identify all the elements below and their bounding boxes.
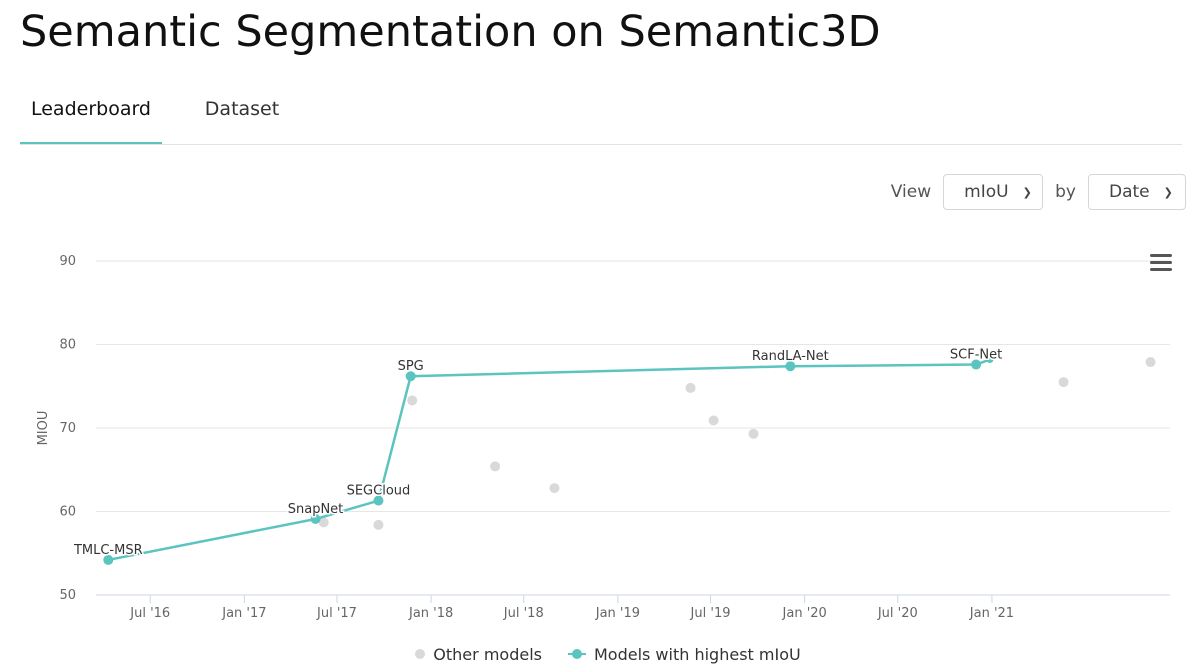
best-model-label: SEGCloud (347, 484, 411, 499)
legend-item-best[interactable]: Models with highest mIoU (567, 644, 801, 664)
chevron-down-icon: ❯ (1022, 185, 1032, 199)
y-tick-label: 90 (59, 254, 76, 269)
other-model-point (318, 517, 329, 528)
y-tick-label: 60 (59, 505, 76, 520)
best-model-label: SPG (398, 359, 424, 374)
x-tick-label: Jul '17 (316, 606, 357, 621)
best-model-point (986, 356, 994, 364)
hamburger-menu-icon[interactable] (1150, 254, 1172, 272)
tab-dataset[interactable]: Dataset (204, 98, 280, 120)
best-model-point (310, 514, 321, 525)
legend-label-other: Other models (433, 644, 542, 664)
x-tick-label: Jul '16 (129, 606, 170, 621)
best-model-point (785, 361, 796, 372)
chart-legend: Other models Models with highest mIoU (0, 642, 1196, 666)
other-model-point (748, 428, 759, 439)
metric-select[interactable]: mIoU ❯ (943, 174, 1044, 210)
other-model-point (1058, 377, 1069, 388)
best-model-label: TMLC-MSR (73, 543, 143, 558)
y-tick-label: 50 (59, 588, 76, 603)
sort-select-value: Date (1109, 182, 1150, 202)
other-model-point (490, 461, 501, 472)
best-model-point (373, 495, 384, 506)
best-model-label: SCF-Net (950, 348, 1002, 363)
chevron-down-icon: ❯ (1163, 185, 1173, 199)
x-tick-label: Jan '18 (408, 606, 453, 621)
other-model-point (407, 395, 418, 406)
other-model-point (1145, 357, 1156, 368)
chart: 50 60 70 80 90 Jul '16 Jan '17 Jul '17 Jan '18 Ju… (36, 254, 1170, 621)
page-title: Semantic Segmentation on Semantic3D (20, 7, 881, 57)
x-tick-label: Jan '20 (782, 606, 827, 621)
x-tick-label: Jan '19 (595, 606, 640, 621)
other-model-point (549, 483, 560, 494)
chart-controls: View mIoU ❯ by Date ❯ (891, 173, 1186, 211)
x-tick-label: Jul '19 (690, 606, 731, 621)
x-tick-label: Jan '17 (221, 606, 266, 621)
sort-select[interactable]: Date ❯ (1088, 174, 1186, 210)
tab-leaderboard[interactable]: Leaderboard (20, 86, 162, 144)
x-tick-label: Jul '18 (503, 606, 544, 621)
legend-marker-other (415, 649, 426, 659)
best-model-line (108, 358, 991, 562)
best-model-label: RandLA-Net (752, 349, 829, 364)
best-model-point (405, 371, 416, 382)
best-model-point (971, 359, 982, 370)
tab-bar: Leaderboard Dataset (20, 86, 1182, 145)
legend-marker-best (567, 649, 586, 659)
legend-item-other[interactable]: Other models (415, 645, 542, 664)
y-tick-label: 80 (59, 338, 76, 353)
y-axis-label: MIOU (36, 411, 51, 446)
best-model-point (103, 554, 114, 565)
other-model-point (373, 519, 384, 530)
y-tick-label: 70 (59, 421, 76, 436)
other-model-point (685, 382, 696, 393)
view-label: View (890, 182, 932, 202)
x-tick-label: Jul '20 (877, 606, 918, 621)
metric-select-value: mIoU (964, 182, 1009, 202)
legend-label-best: Models with highest mIoU (593, 644, 801, 664)
x-tick-label: Jan '21 (969, 606, 1014, 621)
best-model-label: SnapNet (288, 502, 344, 517)
other-model-point (708, 415, 719, 426)
by-label: by (1055, 182, 1076, 202)
